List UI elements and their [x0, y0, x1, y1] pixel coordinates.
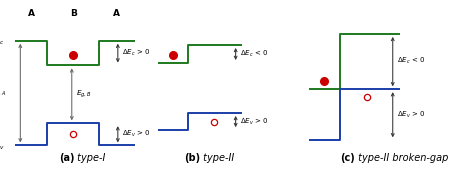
Text: $E_c$: $E_c$ — [0, 35, 4, 47]
Text: $E_{g,B}$: $E_{g,B}$ — [76, 89, 91, 100]
Text: A: A — [113, 9, 120, 18]
Text: $E_v$: $E_v$ — [0, 139, 4, 152]
Text: Δ$E_v$ > 0: Δ$E_v$ > 0 — [122, 129, 151, 139]
Text: (a): (a) — [59, 153, 74, 163]
Text: type-I: type-I — [74, 153, 106, 163]
Text: type-II: type-II — [201, 153, 235, 163]
Text: Δ$E_v$ > 0: Δ$E_v$ > 0 — [397, 110, 426, 120]
Text: Δ$E_c$ < 0: Δ$E_c$ < 0 — [397, 56, 425, 66]
Text: B: B — [70, 9, 77, 18]
Text: (b): (b) — [184, 153, 201, 163]
Text: Δ$E_c$ < 0: Δ$E_c$ < 0 — [240, 49, 268, 59]
Text: type-II broken-gap: type-II broken-gap — [355, 153, 448, 163]
Text: Δ$E_c$ > 0: Δ$E_c$ > 0 — [122, 48, 150, 58]
Text: Δ$E_v$ > 0: Δ$E_v$ > 0 — [240, 116, 268, 127]
Text: (c): (c) — [340, 153, 355, 163]
Text: A: A — [27, 9, 35, 18]
Text: $E_{g,A}$: $E_{g,A}$ — [0, 88, 7, 99]
